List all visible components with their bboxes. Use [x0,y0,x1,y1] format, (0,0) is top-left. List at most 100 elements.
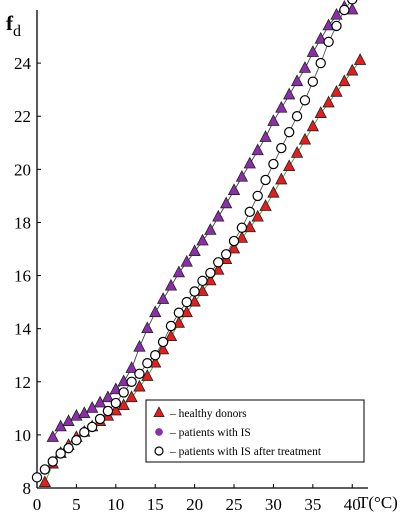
data-point [314,106,327,118]
data-point [110,397,122,409]
y-axis-title: fd [6,11,21,40]
x-tick-label: 30 [265,495,282,514]
data-point [188,244,201,257]
data-point [252,190,263,202]
data-point [180,305,193,318]
legend: – healthy donors – patients with IS – pati… [145,399,365,463]
data-point [212,209,225,222]
legend-box [145,399,365,463]
data-point [353,53,367,65]
data-point [142,357,153,369]
data-point [290,146,304,158]
data-point [189,286,200,297]
data-point [164,278,178,291]
data-point [118,387,129,398]
series-2 [31,0,358,483]
y-tick-label: 8 [23,479,32,498]
data-point [236,222,248,233]
data-point [156,292,170,304]
data-point [86,421,98,433]
data-point [213,257,224,268]
data-point [227,183,241,195]
data-point [101,390,115,403]
data-point [267,114,280,126]
data-point [346,63,359,76]
data-point [227,241,241,254]
data-point [235,231,249,243]
data-point [259,130,272,142]
data-point [298,132,312,145]
data-point [31,472,43,483]
data-point [259,199,272,211]
data-point [55,448,66,459]
data-point [133,339,146,352]
data-point [197,275,208,287]
data-point [181,296,192,308]
data-point [235,169,249,182]
data-point [243,156,256,169]
data-point [79,427,90,438]
data-point [141,369,154,381]
data-point [165,320,177,332]
data-point [260,174,271,186]
y-axis-title-main: f [6,11,14,35]
series-1 [46,0,359,442]
data-point [243,220,256,233]
data-point [94,413,106,425]
data-point [156,342,170,355]
data-point [71,435,82,446]
data-point [314,31,327,44]
data-point [322,18,335,31]
data-point [149,305,162,318]
data-point [46,430,59,442]
data-point [164,329,178,342]
data-point [306,45,319,57]
data-point [267,185,280,198]
data-point [204,223,217,235]
legend-label: – patients with IS [169,427,251,439]
y-tick-label: 12 [14,373,31,392]
data-point [307,76,319,87]
data-point [172,265,186,278]
data-point [205,267,216,279]
data-point [346,2,359,15]
y-tick-label: 10 [14,426,31,445]
y-tick-label: 24 [14,54,32,73]
data-point [275,172,288,185]
data-point [109,382,122,395]
data-point [172,316,186,328]
data-point [268,158,279,170]
data-point [133,379,146,392]
data-point [283,126,295,138]
x-tick-label: 35 [304,495,321,514]
legend-marker-triangle [153,406,165,418]
data-point [290,74,304,87]
data-point [47,456,58,467]
data-point [322,95,335,108]
data-point [283,87,296,100]
data-point [212,262,225,275]
data-point [219,196,233,209]
data-point [283,159,296,172]
x-axis-title: T(°C) [358,493,398,512]
tick-labels: 0 5 10 15 20 25 30 35 40 8 10 12 14 16 18 20 22 24 [14,54,361,514]
y-tick-label: 16 [14,267,31,286]
data-point [315,57,326,69]
x-tick-label: 10 [107,495,124,514]
data-point [339,4,350,16]
data-point [330,84,343,97]
data-point [220,249,232,260]
data-point [298,61,312,73]
data-point [291,111,303,122]
data-point [188,294,201,307]
data-point [126,376,137,387]
data-point [180,254,193,267]
legend-marker-circle [154,446,164,456]
data-point [244,206,255,218]
data-point [149,355,162,368]
y-tick-label: 14 [14,320,32,339]
data-point [306,119,319,132]
y-tick-label: 18 [14,213,31,232]
data-point [204,273,217,286]
